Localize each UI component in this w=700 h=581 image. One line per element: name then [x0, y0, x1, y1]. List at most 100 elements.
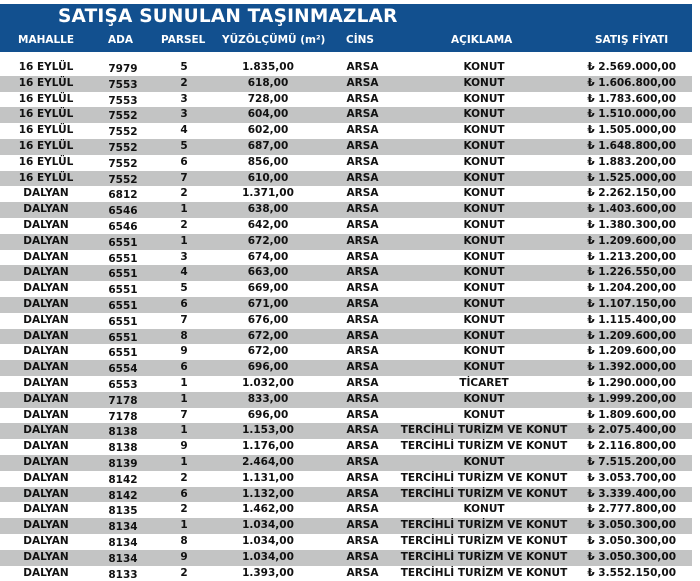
cell-price: ₺ 1.380.300,00	[587, 218, 676, 231]
cell-mahalle: DALYAN	[23, 187, 69, 200]
cell-aciklama: KONUT	[463, 313, 505, 326]
cell-aciklama: TERCİHLİ TURİZM VE KONUT	[400, 519, 568, 532]
cell-ada: 8134	[108, 521, 138, 534]
cell-area: 1.176,00	[242, 440, 294, 453]
column-header-mahalle: MAHALLE	[18, 34, 75, 46]
cell-parsel: 5	[180, 282, 188, 295]
table-row: DALYAN 6553 1 1.032,00 ARSA TİCARET ₺ 1.290.00…	[0, 376, 692, 392]
cell-mahalle: DALYAN	[23, 424, 69, 437]
cell-cins: ARSA	[346, 139, 379, 152]
cell-ada: 6554	[108, 363, 138, 376]
cell-area: 672,00	[247, 329, 289, 342]
cell-cins: ARSA	[346, 408, 379, 421]
table-row: DALYAN 8138 9 1.176,00 ARSA TERCİHLİ TURİZM V…	[0, 439, 692, 455]
cell-price: ₺ 3.050.300,00	[587, 534, 676, 547]
table-row: DALYAN 8133 2 1.393,00 ARSA TERCİHLİ TURİZM V…	[0, 566, 692, 581]
cell-mahalle: 16 EYLÜL	[18, 92, 74, 105]
cell-ada: 7979	[108, 63, 138, 75]
cell-aciklama: KONUT	[463, 108, 505, 121]
cell-ada: 7552	[108, 173, 138, 186]
cell-price: ₺ 1.648.800,00	[587, 139, 676, 152]
table-row: DALYAN 6546 1 638,00 ARSA KONUT ₺ 1.403.600,00	[0, 202, 692, 218]
cell-aciklama: KONUT	[463, 455, 505, 468]
table-row: DALYAN 6551 1 672,00 ARSA KONUT ₺ 1.209.600,00	[0, 233, 692, 250]
table-row: DALYAN 6551 4 663,00 ARSA KONUT ₺ 1.226.550,00	[0, 265, 692, 282]
cell-parsel: 8	[180, 534, 188, 547]
cell-parsel: 1	[180, 376, 188, 389]
cell-ada: 7553	[108, 94, 138, 107]
cell-cins: ARSA	[346, 297, 379, 310]
cell-cins: ARSA	[346, 203, 379, 216]
cell-aciklama: KONUT	[463, 392, 505, 405]
cell-cins: ARSA	[346, 329, 379, 342]
cell-mahalle: DALYAN	[23, 313, 69, 326]
column-header-area: YÜZÖLÇÜMÜ (m²)	[222, 34, 326, 46]
cell-mahalle: 16 EYLÜL	[18, 139, 74, 152]
cell-ada: 8142	[108, 489, 138, 502]
table-body: 16 EYLÜL 7979 5 1.835,00 ARSA KONUT ₺ 2.569.00…	[0, 60, 692, 581]
cell-area: 696,00	[247, 408, 289, 421]
cell-parsel: 4	[180, 266, 188, 279]
cell-price: ₺ 3.552.150,00	[587, 566, 676, 579]
cell-parsel: 7	[180, 313, 188, 326]
cell-aciklama: KONUT	[463, 139, 505, 152]
cell-parsel: 9	[180, 550, 188, 563]
table-row: DALYAN 6551 6 671,00 ARSA KONUT ₺ 1.107.150,00	[0, 296, 692, 313]
cell-price: ₺ 1.392.000,00	[587, 361, 676, 374]
table-row: 16 EYLÜL 7552 6 856,00 ARSA KONUT ₺ 1.883.200,…	[0, 155, 692, 171]
cell-area: 1.835,00	[242, 61, 294, 73]
cell-aciklama: KONUT	[463, 124, 505, 137]
cell-price: ₺ 1.809.600,00	[587, 408, 676, 421]
cell-price: ₺ 1.403.600,00	[587, 203, 676, 216]
cell-area: 610,00	[247, 171, 289, 184]
cell-parsel: 6	[180, 361, 188, 374]
cell-price: ₺ 3.050.300,00	[587, 550, 676, 563]
cell-area: 1.132,00	[242, 487, 294, 500]
column-header-price: SATIŞ FİYATI	[595, 34, 669, 46]
cell-area: 1.034,00	[242, 519, 294, 532]
cell-aciklama: KONUT	[463, 408, 505, 421]
cell-parsel: 7	[180, 408, 188, 421]
cell-ada: 8133	[108, 568, 138, 581]
cell-area: 672,00	[247, 234, 289, 247]
table-row: 16 EYLÜL 7979 5 1.835,00 ARSA KONUT ₺ 2.569.00…	[0, 60, 692, 76]
table-header: SATIŞA SUNULAN TAŞINMAZLAR MAHALLE ADA P…	[0, 4, 692, 52]
cell-parsel: 7	[180, 171, 188, 184]
column-header-parsel: PARSEL	[161, 34, 206, 46]
cell-ada: 7552	[108, 110, 138, 123]
cell-aciklama: KONUT	[463, 155, 505, 168]
cell-area: 1.034,00	[242, 550, 294, 563]
cell-price: ₺ 1.115.400,00	[587, 313, 676, 326]
cell-area: 642,00	[247, 218, 289, 231]
cell-aciklama: KONUT	[463, 92, 505, 105]
table-row: 16 EYLÜL 7553 2 618,00 ARSA KONUT ₺ 1.606.800,…	[0, 75, 692, 92]
cell-parsel: 1	[180, 234, 188, 247]
cell-cins: ARSA	[346, 455, 379, 468]
cell-cins: ARSA	[346, 282, 379, 295]
table-row: DALYAN 8139 1 2.464,00 ARSA KONUT ₺ 7.515.200,…	[0, 454, 692, 471]
cell-price: ₺ 2.262.150,00	[587, 187, 676, 200]
cell-parsel: 1	[180, 203, 188, 216]
table-row: DALYAN 6554 6 696,00 ARSA KONUT ₺ 1.392.000,00	[0, 360, 692, 376]
cell-price: ₺ 1.213.200,00	[587, 250, 676, 263]
cell-area: 602,00	[247, 124, 289, 137]
cell-aciklama: KONUT	[463, 503, 505, 516]
cell-parsel: 1	[180, 424, 188, 437]
cell-price: ₺ 1.883.200,00	[587, 155, 676, 168]
cell-price: ₺ 1.226.550,00	[587, 266, 676, 279]
cell-price: ₺ 1.783.600,00	[587, 92, 676, 105]
cell-ada: 6551	[108, 284, 138, 297]
cell-aciklama: KONUT	[463, 361, 505, 374]
table-row: 16 EYLÜL 7552 7 610,00 ARSA KONUT ₺ 1.525.000,…	[0, 170, 692, 187]
cell-parsel: 2	[180, 76, 188, 89]
cell-cins: ARSA	[346, 566, 379, 579]
cell-area: 671,00	[247, 297, 289, 310]
cell-ada: 6551	[108, 268, 138, 281]
cell-area: 833,00	[247, 392, 289, 405]
cell-area: 1.393,00	[242, 566, 294, 579]
cell-mahalle: DALYAN	[23, 487, 69, 500]
cell-ada: 8142	[108, 473, 138, 486]
cell-mahalle: DALYAN	[23, 455, 69, 468]
cell-cins: ARSA	[346, 266, 379, 279]
table-row: DALYAN 8142 6 1.132,00 ARSA TERCİHLİ TURİZM V…	[0, 486, 692, 503]
